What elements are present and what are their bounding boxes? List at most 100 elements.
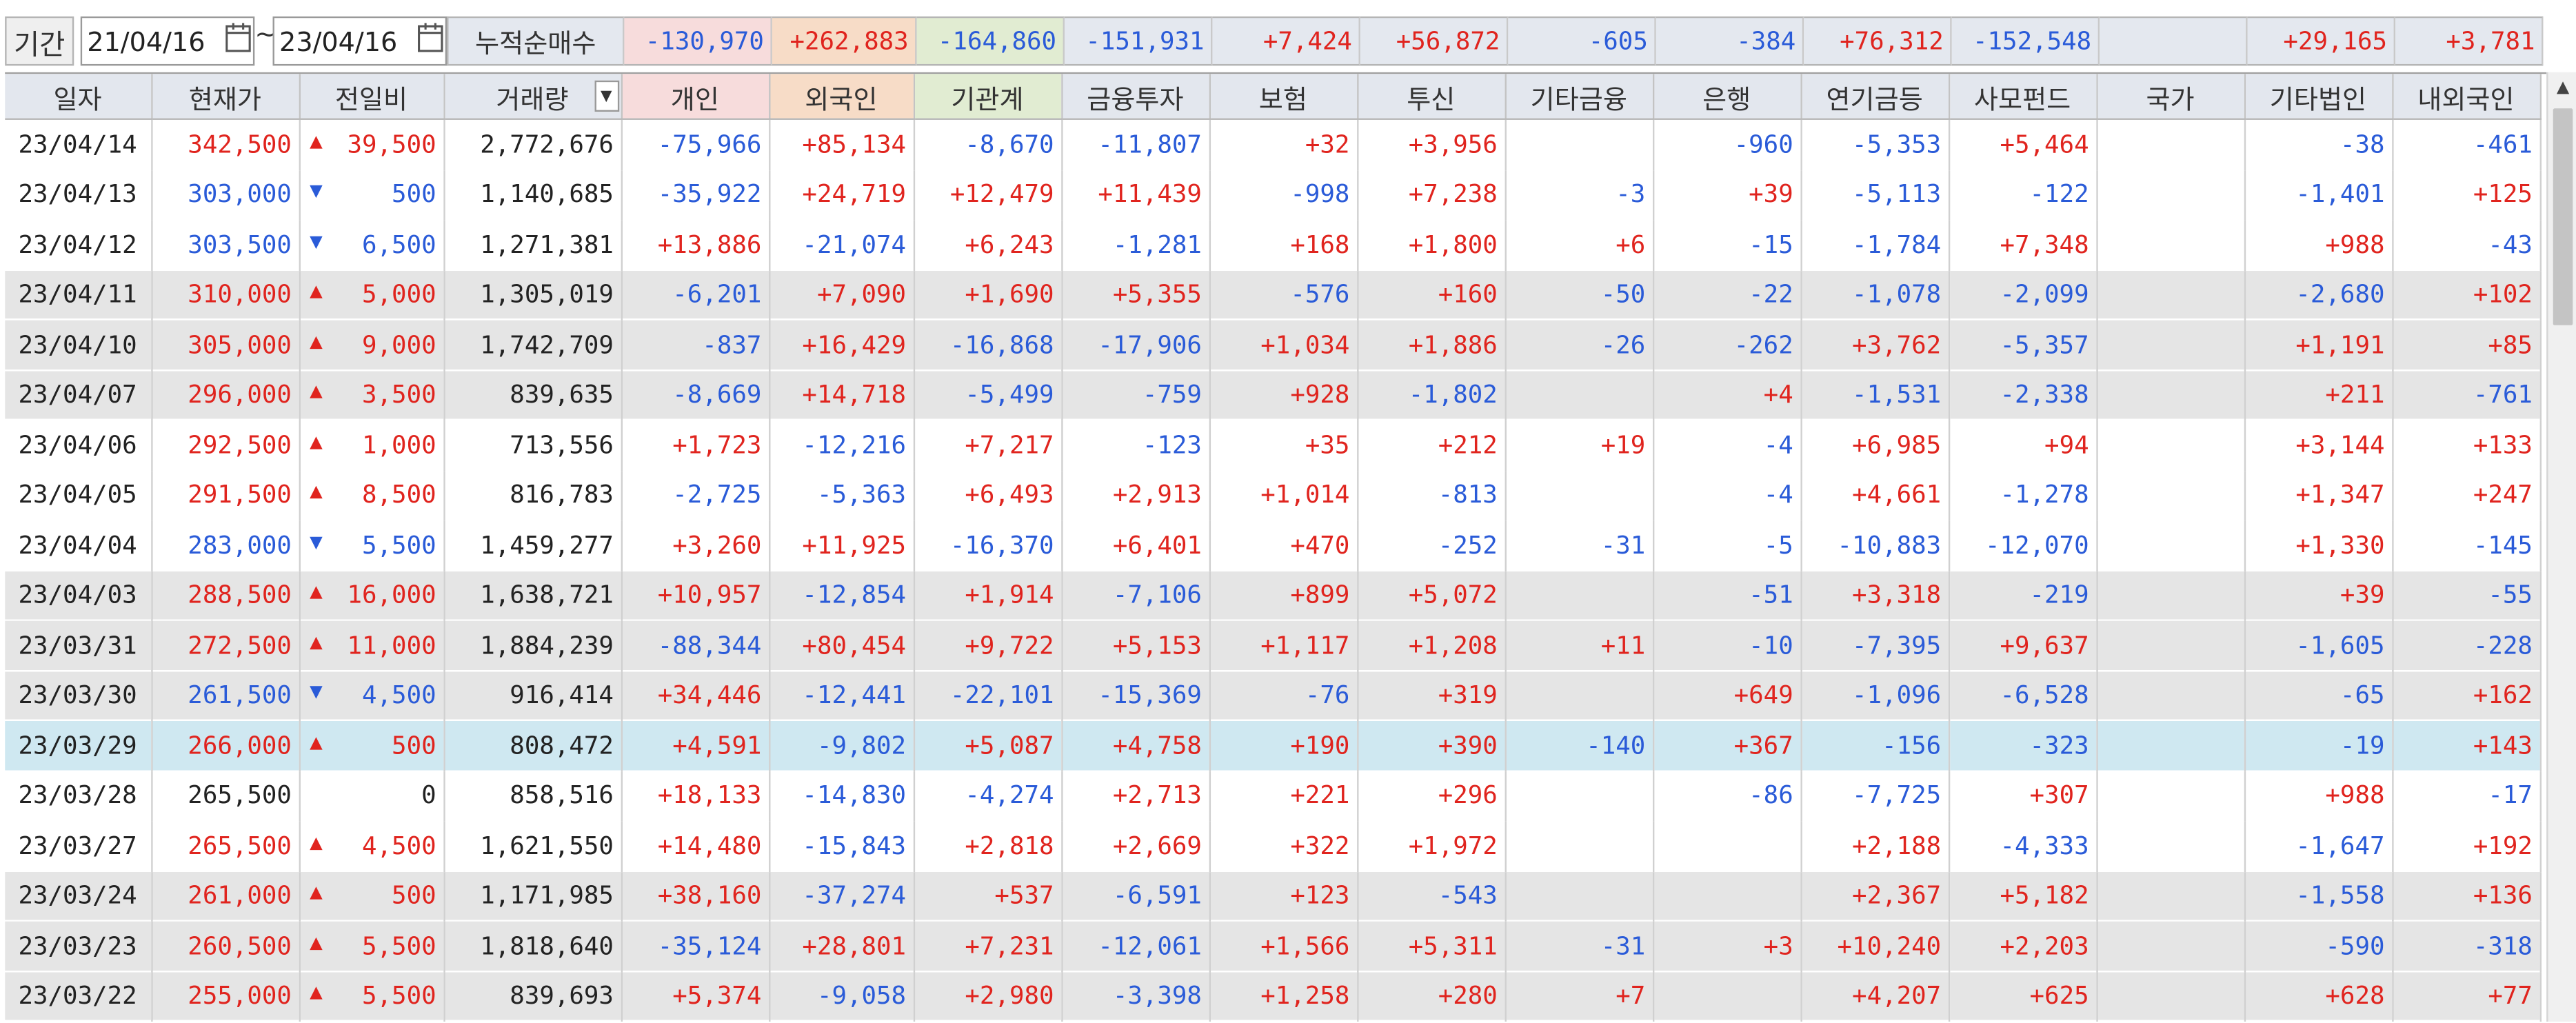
column-header-label: 거래량 — [496, 83, 569, 114]
up-triangle-icon: ▲ — [310, 330, 323, 355]
table-row[interactable]: 23/04/10 305,000 ▲ 9,000 1,742,709 -837 +16,42… — [5, 319, 2541, 370]
change-value: 11,000 — [347, 630, 436, 660]
net-buy-cell: -1,558 — [2244, 870, 2393, 921]
dropdown-arrow-icon[interactable]: ▼ — [594, 80, 619, 112]
net-buy-cell: -543 — [1357, 870, 1506, 921]
column-header-8[interactable]: 보험 — [1209, 74, 1358, 120]
table-row[interactable]: 23/03/27 265,500 ▲ 4,500 1,621,550 +14,480 -15… — [5, 820, 2541, 871]
net-buy-cell: +7 — [1505, 971, 1654, 1021]
cumulative-value-10 — [2100, 16, 2248, 66]
net-buy-cell: -3 — [1505, 169, 1654, 220]
change-cell: ▲ 5,500 — [299, 920, 445, 971]
net-buy-cell: +5,072 — [1357, 569, 1506, 620]
net-buy-cell: +192 — [2392, 820, 2541, 871]
up-triangle-icon: ▲ — [310, 831, 323, 855]
net-buy-cell: -17,906 — [1061, 319, 1210, 370]
net-buy-cell: -15,843 — [769, 820, 914, 871]
net-buy-cell: +85 — [2392, 319, 2541, 370]
volume-cell: 1,638,721 — [443, 569, 622, 620]
change-value: 1,000 — [362, 429, 436, 460]
change-cell: ▲ 3,500 — [299, 369, 445, 420]
table-row[interactable]: 23/03/23 260,500 ▲ 5,500 1,818,640 -35,124 +28… — [5, 920, 2541, 971]
net-buy-cell: +32 — [1209, 119, 1358, 170]
end-date-input[interactable]: 23/04/16 — [272, 16, 447, 66]
table-row[interactable]: 23/04/07 296,000 ▲ 3,500 839,635 -8,669 +14,71… — [5, 369, 2541, 420]
table-row[interactable]: 23/03/31 272,500 ▲ 11,000 1,884,239 -88,344 +8… — [5, 620, 2541, 671]
column-header-7[interactable]: 금융투자 — [1061, 74, 1210, 120]
net-buy-cell: -22 — [1652, 269, 1802, 320]
net-buy-cell: -51 — [1652, 569, 1802, 620]
change-cell: ▲ 5,500 — [299, 971, 445, 1021]
price-cell: 255,000 — [151, 971, 300, 1021]
net-buy-cell: -11,807 — [1061, 119, 1210, 170]
net-buy-cell: +367 — [1652, 720, 1802, 771]
scroll-up-arrow-icon[interactable]: ▲ — [2556, 78, 2570, 97]
table-row[interactable]: 23/03/24 261,000 ▲ 500 1,171,985 +38,160 -37,2… — [5, 870, 2541, 921]
net-buy-cell: +899 — [1209, 569, 1358, 620]
net-buy-cell: +988 — [2244, 770, 2393, 821]
column-header-1[interactable]: 현재가 — [151, 74, 300, 120]
up-triangle-icon: ▲ — [310, 630, 323, 656]
column-header-0[interactable]: 일자 — [5, 74, 152, 120]
net-buy-cell: +7,348 — [1948, 219, 2097, 270]
column-header-13[interactable]: 사모펀드 — [1948, 74, 2097, 120]
net-buy-cell: +3,260 — [621, 520, 770, 570]
net-buy-cell: +4,758 — [1061, 720, 1210, 771]
net-buy-cell: -16,868 — [913, 319, 1063, 370]
column-header-6[interactable]: 기관계 — [913, 74, 1063, 120]
table-row[interactable]: 23/03/22 255,000 ▲ 5,500 839,693 +5,374 -9,058… — [5, 971, 2541, 1021]
net-buy-cell: +162 — [2392, 670, 2541, 720]
net-buy-cell: +19 — [1505, 419, 1654, 470]
table-row[interactable]: 23/04/04 283,000 ▼ 5,500 1,459,277 +3,260 +11,… — [5, 520, 2541, 570]
net-buy-cell: -86 — [1652, 770, 1802, 821]
column-header-10[interactable]: 기타금융 — [1505, 74, 1654, 120]
volume-cell: 916,414 — [443, 670, 622, 720]
cumulative-value-8: +76,312 — [1804, 16, 1952, 66]
column-header-12[interactable]: 연기금등 — [1800, 74, 1950, 120]
column-header-11[interactable]: 은행 — [1652, 74, 1802, 120]
price-cell: 265,500 — [151, 770, 300, 821]
change-cell: ▼ 500 — [299, 169, 445, 220]
column-header-2[interactable]: 전일비 — [299, 74, 445, 120]
table-row[interactable]: 23/04/11 310,000 ▲ 5,000 1,305,019 -6,201 +7,0… — [5, 269, 2541, 320]
price-cell: 261,000 — [151, 870, 300, 921]
column-header-5[interactable]: 외국인 — [769, 74, 914, 120]
calendar-icon[interactable] — [417, 20, 443, 56]
net-buy-cell: -761 — [2392, 369, 2541, 420]
table-row[interactable]: 23/04/06 292,500 ▲ 1,000 713,556 +1,723 -12,21… — [5, 419, 2541, 470]
volume-cell: 816,783 — [443, 469, 622, 520]
table-row[interactable]: 23/03/28 265,500 0 858,516 +18,133 -14,830 -4,… — [5, 770, 2541, 821]
net-buy-cell: +24,719 — [769, 169, 914, 220]
date-cell: 23/03/22 — [5, 971, 152, 1021]
change-value: 0 — [421, 780, 436, 811]
scroll-thumb[interactable] — [2553, 108, 2573, 325]
date-cell: 23/03/27 — [5, 820, 152, 871]
cumulative-value-6: -605 — [1508, 16, 1656, 66]
table-row[interactable]: 23/04/05 291,500 ▲ 8,500 816,783 -2,725 -5,363… — [5, 469, 2541, 520]
table-row[interactable]: 23/04/14 342,500 ▲ 39,500 2,772,676 -75,966 +8… — [5, 119, 2541, 170]
column-header-4[interactable]: 개인 — [621, 74, 770, 120]
net-buy-cell: +2,818 — [913, 820, 1063, 871]
column-header-9[interactable]: 투신 — [1357, 74, 1506, 120]
table-row[interactable]: 23/03/29 266,000 ▲ 500 808,472 +4,591 -9,802 +5… — [5, 720, 2541, 771]
net-buy-cell: -590 — [2244, 920, 2393, 971]
vertical-scrollbar[interactable]: ▲ — [2546, 72, 2576, 1022]
net-buy-cell: +3,956 — [1357, 119, 1506, 170]
cumulative-value-7: -384 — [1656, 16, 1804, 66]
column-header-15[interactable]: 기타법인 — [2244, 74, 2393, 120]
net-buy-cell: -5,357 — [1948, 319, 2097, 370]
cumulative-value-4: +7,424 — [1212, 16, 1360, 66]
start-date-input[interactable]: 21/04/16 — [80, 16, 255, 66]
net-buy-cell: -4,274 — [913, 770, 1063, 821]
column-header-14[interactable]: 국가 — [2096, 74, 2245, 120]
net-buy-cell: -1,078 — [1800, 269, 1950, 320]
table-row[interactable]: 23/03/30 261,500 ▼ 4,500 916,414 +34,446 -12,4… — [5, 670, 2541, 720]
column-header-16[interactable]: 내외국인 — [2392, 74, 2541, 120]
table-row[interactable]: 23/04/12 303,500 ▼ 6,500 1,271,381 +13,886 -21… — [5, 219, 2541, 270]
volume-cell: 839,635 — [443, 369, 622, 420]
calendar-icon[interactable] — [225, 20, 251, 56]
date-cell: 23/03/24 — [5, 870, 152, 921]
table-row[interactable]: 23/04/13 303,000 ▼ 500 1,140,685 -35,922 +24,7… — [5, 169, 2541, 220]
table-row[interactable]: 23/04/03 288,500 ▲ 16,000 1,638,721 +10,957 -1… — [5, 569, 2541, 620]
column-header-3[interactable]: 거래량 ▼ — [443, 74, 622, 120]
